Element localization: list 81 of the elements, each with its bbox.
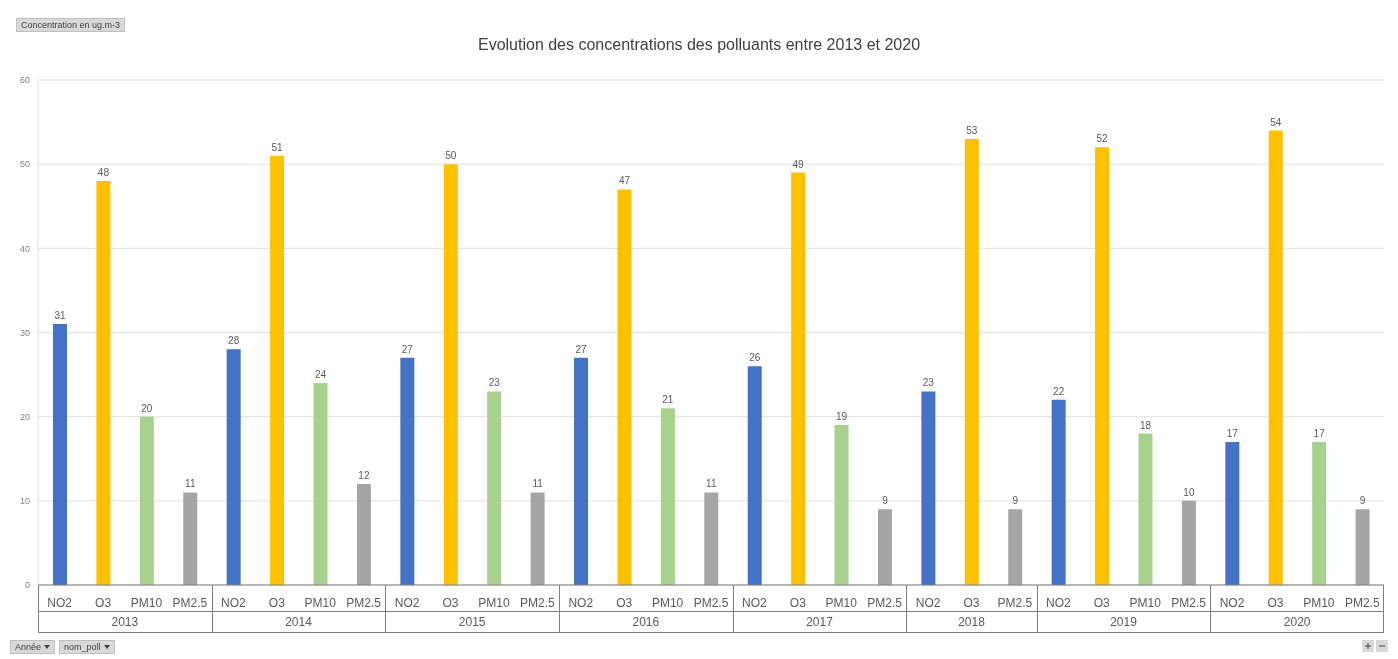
text: PM10: [304, 596, 336, 610]
data-label: 11: [706, 478, 717, 490]
data-label: 18: [1139, 419, 1152, 431]
y-tick-label: 50: [19, 159, 30, 170]
text: PM10: [130, 596, 163, 610]
x-tick-label: 2017: [805, 615, 834, 629]
text: PM2.5: [346, 596, 381, 610]
text: PM10: [478, 596, 510, 610]
y-tick-label: 30: [19, 327, 30, 338]
series-label: NO2: [742, 596, 768, 610]
data-label: 52: [1096, 133, 1109, 145]
text: O3: [789, 596, 806, 610]
y-tick-label: 60: [19, 75, 30, 86]
text: O3: [95, 596, 112, 610]
series-label: PM10: [1129, 596, 1162, 610]
data-label: 48: [97, 167, 110, 178]
data-label: 11: [532, 478, 544, 490]
series-label: PM2.5: [867, 596, 903, 610]
text: PM10: [1303, 596, 1335, 610]
text: NO2: [568, 596, 594, 610]
text: PM2.5: [997, 596, 1033, 610]
data-label: 20: [141, 402, 153, 414]
data-label: 24: [314, 369, 327, 380]
data-label: 9: [882, 495, 889, 507]
x-tick-label: 2018: [957, 615, 986, 629]
data-label: 27: [575, 343, 588, 355]
x-tick-label: 2015: [457, 615, 487, 629]
text: PM2.5: [519, 596, 555, 610]
y-tick-label: 0: [24, 580, 30, 591]
data-label: 22: [1053, 385, 1065, 397]
x-tick-label: 2020: [1282, 615, 1312, 629]
data-label: 51: [271, 141, 284, 153]
text: PM2.5: [693, 596, 729, 610]
text: Année: [15, 642, 42, 652]
text: NO2: [221, 596, 246, 610]
text: PM2.5: [1344, 596, 1380, 610]
text: PM10: [651, 596, 684, 610]
data-label: 10: [1183, 486, 1195, 498]
x-tick-label: 2013: [110, 615, 140, 629]
text: Concentration en ug.m-3: [16, 18, 126, 32]
y-tick-label: 10: [19, 496, 30, 507]
data-label: 23: [488, 377, 501, 389]
data-label: 27: [401, 343, 414, 355]
text: PM10: [825, 596, 857, 610]
data-label: 17: [1226, 427, 1239, 439]
text: NO2: [394, 596, 420, 610]
text: NO2: [47, 596, 73, 610]
y-tick-label: 40: [19, 243, 30, 254]
data-label: 17: [1313, 427, 1326, 439]
x-tick-label: 2016: [631, 615, 661, 629]
y-tick-label: 20: [19, 411, 30, 422]
data-label: 54: [1270, 116, 1282, 128]
series-label: O3: [268, 596, 286, 610]
text: PM2.5: [172, 596, 208, 610]
x-tick-label: 2019: [1109, 615, 1138, 629]
text: NO2: [915, 596, 941, 610]
chart-title: Evolution des concentrations des polluants entre 2013 et 2020: [476, 36, 922, 54]
text: NO2: [1219, 596, 1245, 610]
data-label: 50: [445, 150, 457, 162]
text: O3: [442, 596, 459, 610]
text: nom_poll: [64, 642, 101, 652]
text: O3: [616, 596, 633, 610]
text: O3: [1093, 596, 1110, 610]
text: NO2: [1046, 596, 1071, 610]
data-label: 53: [966, 124, 978, 136]
data-label: 49: [792, 158, 805, 170]
text: O3: [963, 596, 980, 610]
data-label: 23: [922, 377, 935, 389]
data-label: 9: [1359, 495, 1366, 507]
text: O3: [1267, 596, 1284, 610]
text: PM2.5: [1171, 596, 1206, 610]
data-label: 21: [662, 394, 674, 406]
data-label: 28: [228, 335, 240, 347]
data-label: 26: [749, 352, 761, 364]
data-label: 12: [358, 470, 370, 481]
x-tick-label: 2014: [284, 615, 313, 629]
data-label: 31: [54, 310, 66, 322]
data-label: 19: [835, 411, 848, 423]
data-label: 9: [1012, 495, 1019, 507]
data-label: 11: [185, 478, 196, 490]
data-label: 47: [618, 175, 631, 187]
